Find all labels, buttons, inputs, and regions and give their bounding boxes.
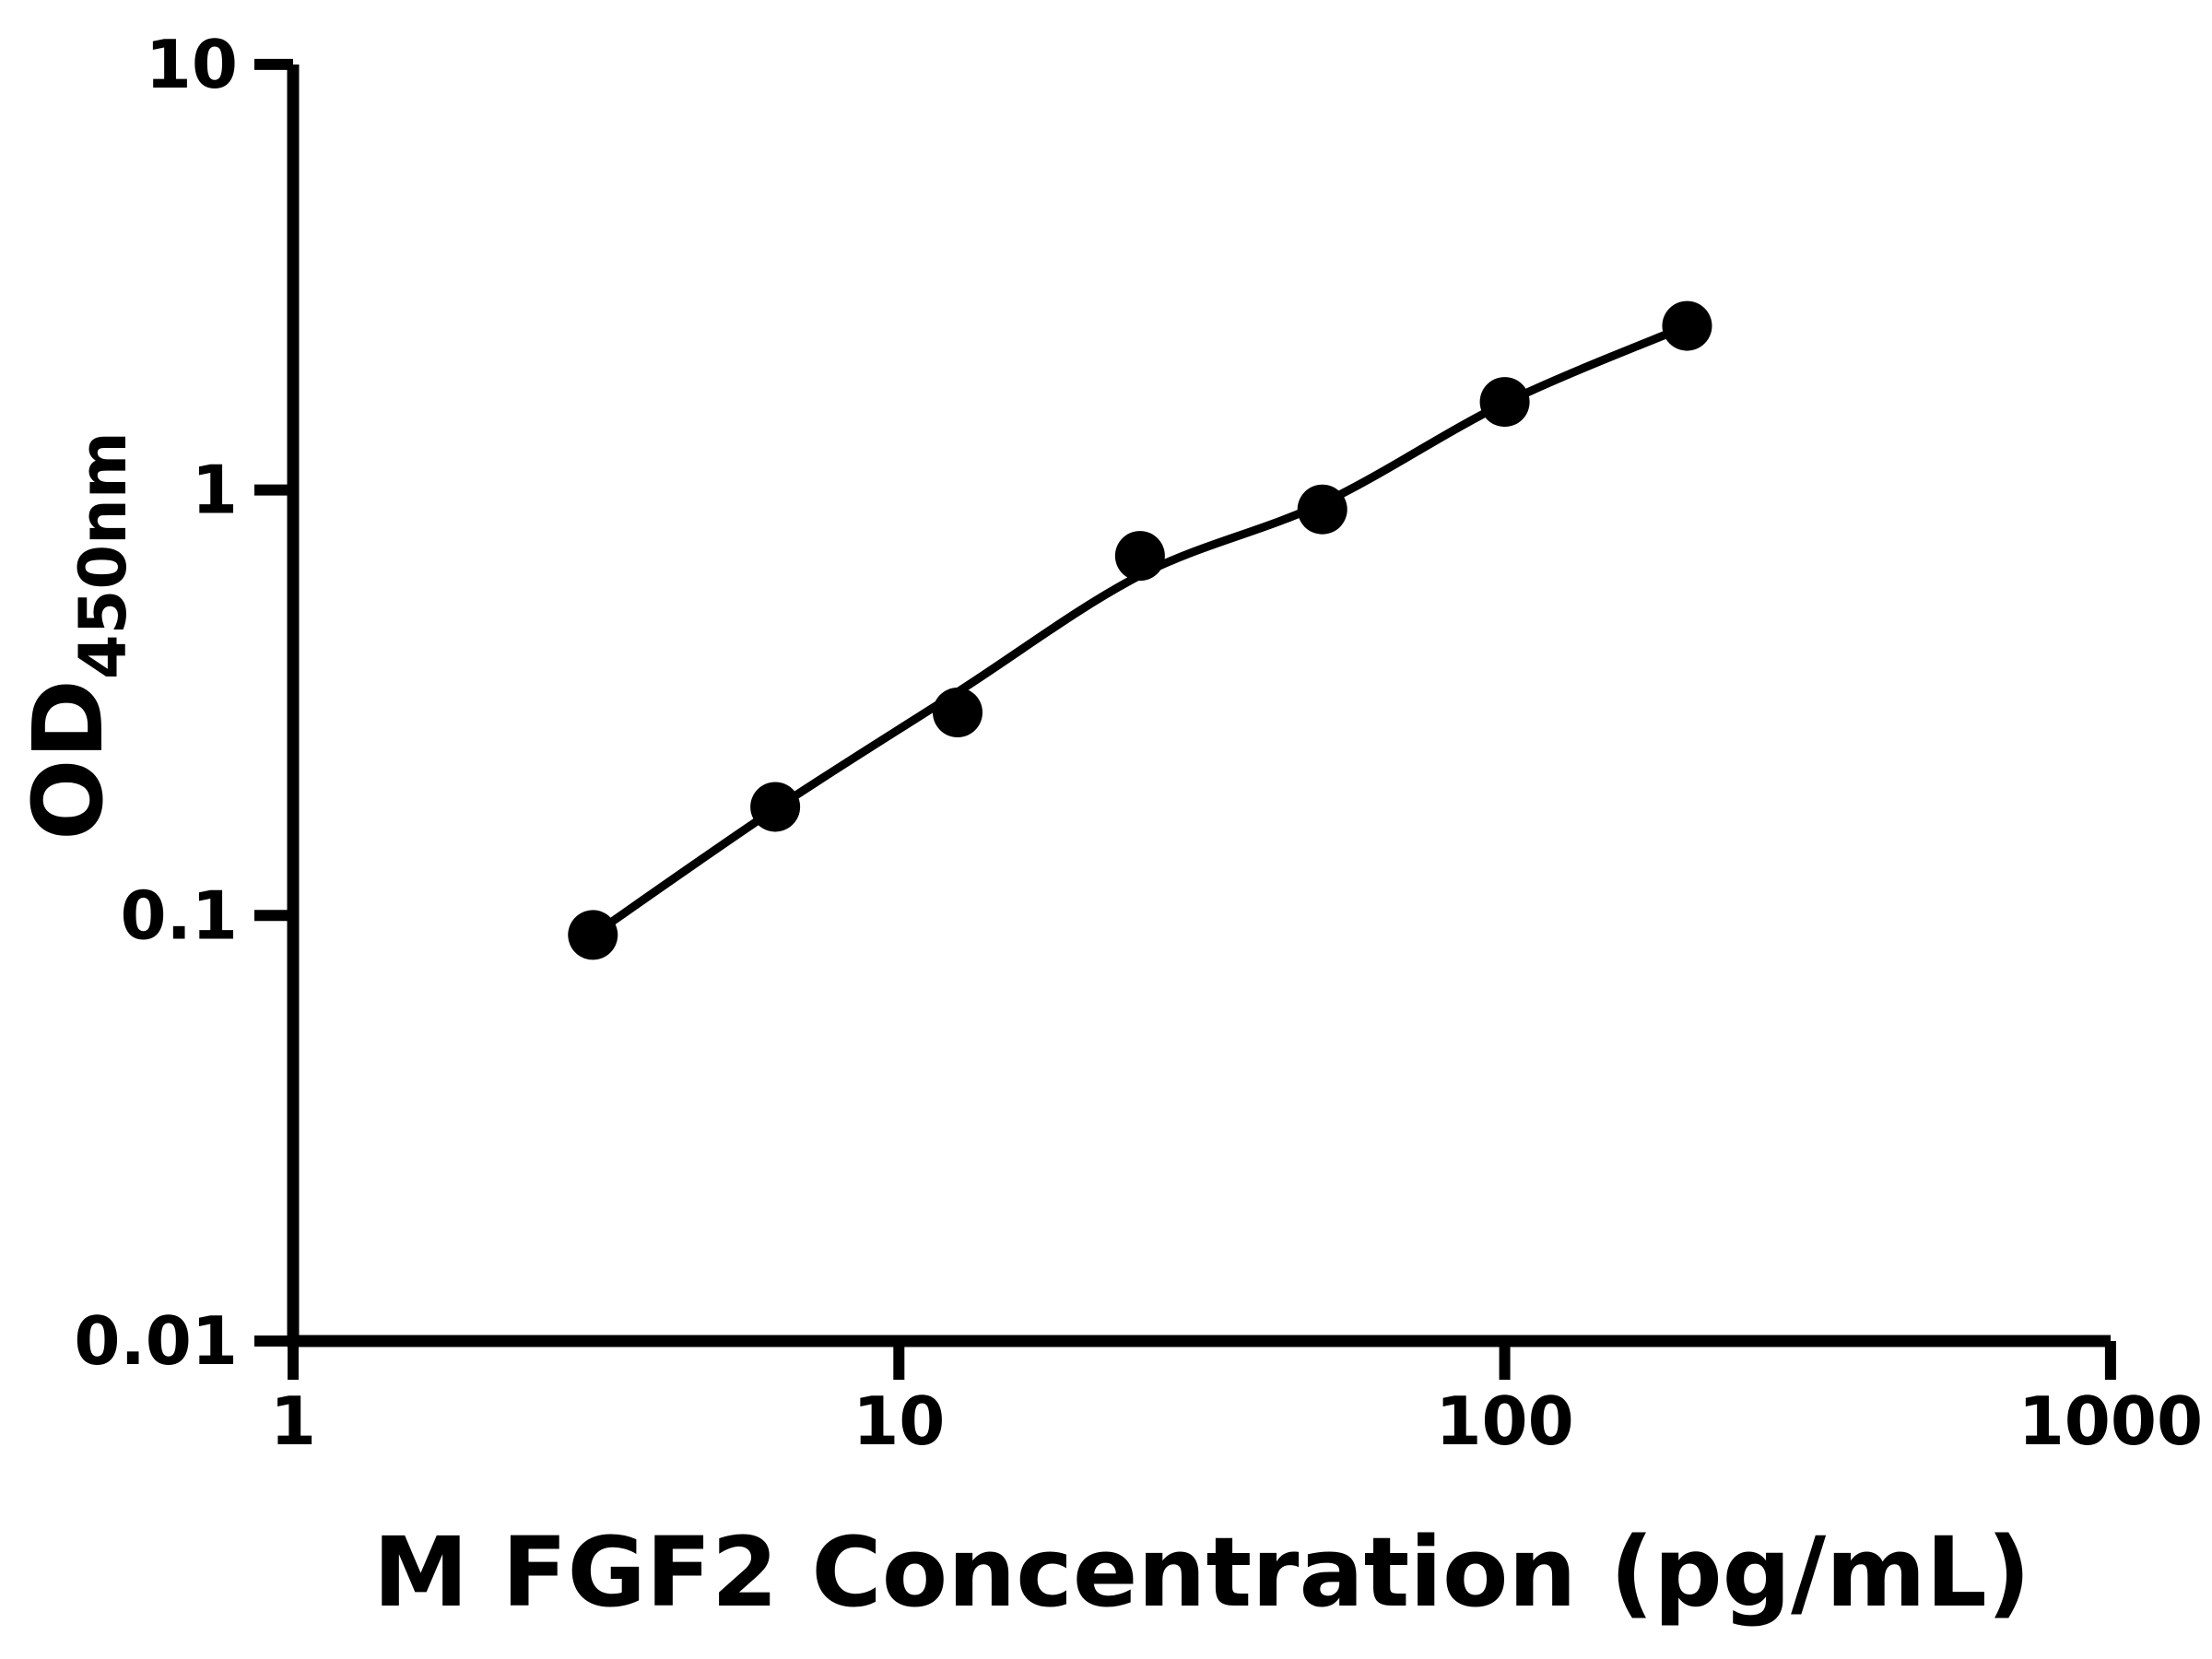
y-axis-title-subscript: 450nm xyxy=(65,431,141,679)
y-tick-label: 10 xyxy=(146,26,238,103)
data-point xyxy=(932,688,982,738)
y-axis-title: OD450nm xyxy=(12,431,141,841)
axis-ticks xyxy=(254,58,2116,1380)
x-tick-label: 1 xyxy=(270,1382,316,1460)
x-tick-label: 100 xyxy=(1435,1382,1573,1460)
data-points-group xyxy=(568,300,1712,960)
y-axis-title-main: OD xyxy=(12,679,124,841)
data-point xyxy=(750,782,801,832)
x-tick-label: 1000 xyxy=(2018,1382,2203,1460)
y-tick-label: 1 xyxy=(192,452,238,529)
axis-tick-labels: 10 1 0.1 0.01 1 10 100 1000 xyxy=(74,26,2203,1460)
data-point xyxy=(568,910,618,960)
data-point xyxy=(1662,300,1712,351)
x-tick-label: 10 xyxy=(853,1382,945,1460)
data-point xyxy=(1114,531,1165,582)
data-point xyxy=(1297,484,1347,535)
axis-spine xyxy=(287,65,2111,1347)
y-tick-label: 0.1 xyxy=(120,877,238,954)
axes xyxy=(287,65,2111,1347)
x-axis-title: M FGF2 Concentration (pg/mL) xyxy=(373,1516,2031,1629)
y-tick-label: 0.01 xyxy=(74,1302,238,1380)
data-point xyxy=(1479,377,1530,428)
